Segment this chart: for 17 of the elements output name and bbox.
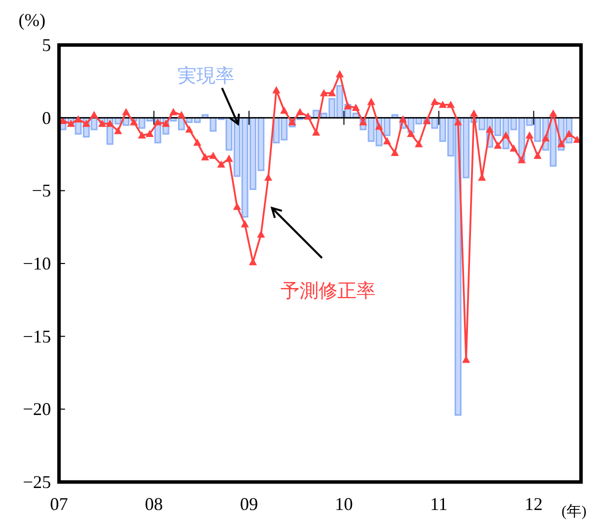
y-tick-label: −20 [22, 399, 51, 420]
y-tick-label: 0 [42, 108, 51, 128]
x-tick-label: 10 [334, 494, 353, 514]
y-axis-title: (%) [18, 10, 46, 30]
series-label: 実現率 [178, 65, 234, 87]
y-tick-label: 5 [42, 35, 51, 55]
series-label: 予測修正率 [280, 280, 376, 302]
y-tick-label: −25 [22, 472, 51, 492]
x-tick-label: 09 [240, 494, 258, 514]
y-tick-label: −10 [22, 254, 51, 274]
x-tick-label: 08 [144, 494, 163, 514]
x-axis-title: (年) [562, 503, 586, 520]
x-tick-label: 07 [50, 494, 68, 514]
y-tick-label: −15 [22, 326, 51, 346]
x-tick-label: 12 [524, 494, 543, 514]
y-tick-label: −5 [32, 180, 51, 201]
x-tick-label: 11 [430, 494, 448, 514]
